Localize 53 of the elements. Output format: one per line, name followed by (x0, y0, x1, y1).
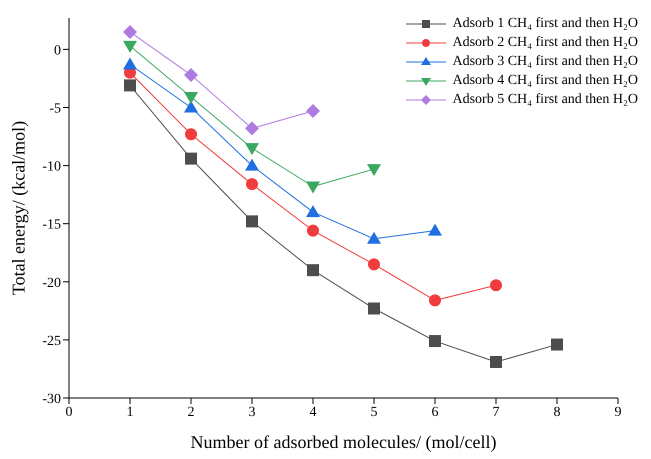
legend-label: Adsorb 2 CH₄ first and then H₂O (452, 34, 638, 52)
x-tick-label: 3 (248, 404, 256, 420)
y-tick-label: -20 (42, 276, 61, 291)
point (306, 205, 320, 218)
point (245, 143, 259, 156)
x-tick-label: 2 (188, 404, 194, 420)
point (124, 79, 136, 92)
y-tick-label: -30 (42, 392, 61, 407)
point (429, 294, 441, 306)
point (246, 215, 258, 228)
point (184, 68, 198, 82)
y-tick-label: -15 (42, 218, 61, 233)
legend-label: Adsorb 5 CH₄ first and then H₂O (452, 91, 638, 109)
x-tick-label: 4 (310, 404, 316, 420)
legend-label: Adsorb 3 CH₄ first and then H₂O (452, 53, 638, 71)
point (123, 57, 137, 70)
point (185, 152, 197, 165)
point (184, 100, 198, 112)
point (367, 164, 381, 176)
point (367, 232, 381, 244)
x-tick-label: 5 (370, 404, 378, 420)
x-tick-label: 8 (554, 404, 560, 420)
x-tick-label: 1 (126, 404, 134, 420)
y-tick-label: -10 (42, 160, 61, 175)
point (123, 40, 137, 53)
point (185, 128, 197, 140)
point (490, 356, 502, 368)
x-tick-label: 9 (614, 404, 622, 420)
point (429, 335, 441, 348)
point (490, 279, 502, 292)
y-axis-title: Total energy/ (kcal/mol) (8, 120, 28, 296)
point (123, 24, 137, 39)
x-tick-label: 6 (432, 404, 438, 420)
point (307, 264, 319, 276)
point (551, 338, 563, 351)
point (368, 302, 380, 315)
point (246, 178, 258, 190)
point (306, 182, 320, 194)
x-tick-label: 0 (66, 404, 72, 420)
point (306, 104, 320, 118)
point (245, 121, 259, 136)
point (428, 224, 442, 236)
point (368, 258, 380, 270)
legend-label: Adsorb 1 CH₄ first and then H₂O (452, 15, 638, 33)
y-tick-label: -5 (49, 101, 61, 116)
x-tick-label: 7 (492, 404, 500, 420)
point (245, 158, 259, 171)
y-tick-label: -25 (42, 334, 61, 349)
point (184, 92, 198, 104)
point (307, 224, 319, 237)
legend-label: Adsorb 4 CH₄ first and then H₂O (452, 72, 638, 90)
y-tick-label: 0 (54, 43, 61, 58)
x-axis-title: Number of adsorbed molecules/ (mol/cell) (190, 432, 496, 452)
